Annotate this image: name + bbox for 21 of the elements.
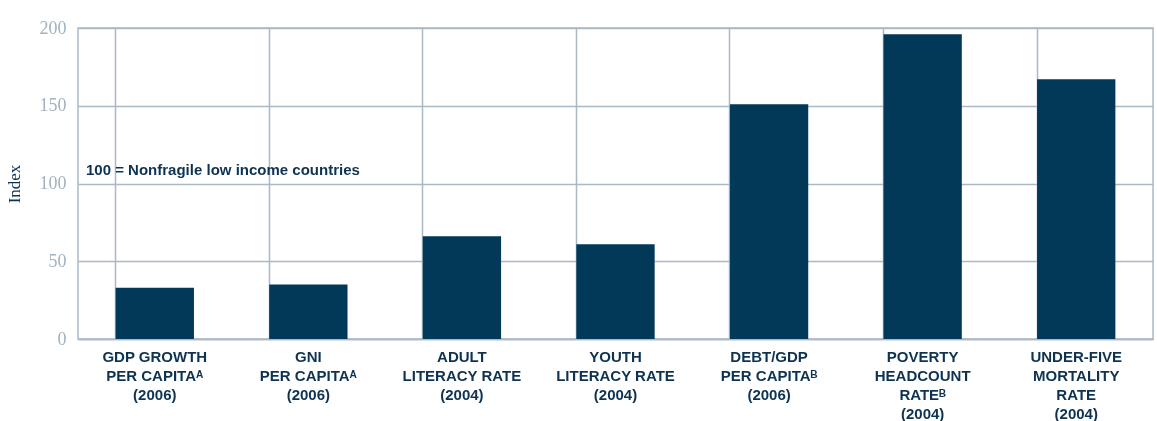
bar xyxy=(422,236,502,339)
x-tick-label: UNDER-FIVE MORTALITY RATE (2004) xyxy=(1030,347,1123,421)
x-tick-label: DEBT/GDP PER CAPITAᴮ (2006) xyxy=(720,347,818,403)
y-tick-label: 100 xyxy=(39,173,67,193)
bar xyxy=(115,287,194,339)
bar xyxy=(883,34,962,339)
x-tick-label: GNI PER CAPITAᴬ (2006) xyxy=(259,347,358,403)
x-tick-label: POVERTY HEADCOUNT RATEᴮ (2004) xyxy=(874,347,971,421)
x-tick-label: GDP GROWTH PER CAPITAᴬ (2006) xyxy=(102,347,208,403)
annotation: 100 = Nonfragile low income countries xyxy=(86,161,360,178)
bar xyxy=(576,244,655,339)
y-tick-label: 150 xyxy=(39,95,67,116)
bar xyxy=(269,284,348,339)
y-axis-title: Index xyxy=(4,164,24,204)
y-tick-label: 200 xyxy=(39,17,67,38)
x-tick-label: YOUTH LITERACY RATE (2004) xyxy=(556,347,675,403)
bar xyxy=(1037,79,1116,339)
x-tick-label: ADULT LITERACY RATE (2004) xyxy=(402,347,522,403)
bar xyxy=(729,104,809,339)
y-tick-label: 50 xyxy=(48,250,67,271)
y-tick-label: 0 xyxy=(57,328,67,349)
